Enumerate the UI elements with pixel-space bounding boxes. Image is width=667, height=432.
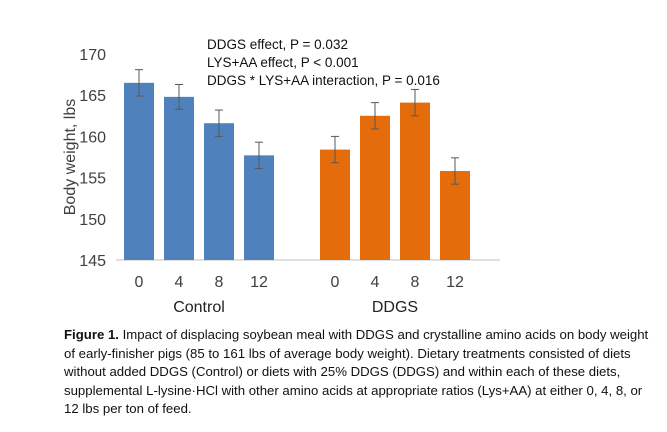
y-tick-label: 160 <box>79 129 106 146</box>
group-label: DDGS <box>372 299 418 316</box>
bar <box>204 123 234 260</box>
x-tick-label: 8 <box>215 274 224 291</box>
caption-text: Impact of displacing soybean meal with D… <box>64 327 649 416</box>
x-tick-label: 8 <box>411 274 420 291</box>
bar <box>124 82 154 260</box>
bar-chart: 145 150 155 160 165 170 Body weight, lbs 0 4 8 12 C… <box>62 37 500 316</box>
y-axis-title: Body weight, lbs <box>62 99 79 216</box>
figure-caption: Figure 1. Impact of displacing soybean m… <box>64 326 649 419</box>
y-tick-label: 170 <box>79 47 106 64</box>
x-tick-label: 0 <box>331 274 340 291</box>
bar <box>244 155 274 260</box>
x-tick-label: 0 <box>135 274 144 291</box>
x-tick-label: 4 <box>175 274 184 291</box>
group-label: Control <box>173 299 225 316</box>
y-tick-label: 145 <box>79 253 106 270</box>
stat-annotation: DDGS effect, P = 0.032 <box>207 37 348 52</box>
y-tick-label: 150 <box>79 212 106 229</box>
stat-annotation: DDGS * LYS+AA interaction, P = 0.016 <box>207 73 440 88</box>
caption-label: Figure 1. <box>64 327 119 342</box>
x-tick-label: 12 <box>446 274 464 291</box>
y-tick-label: 155 <box>79 171 106 188</box>
x-tick-label: 12 <box>250 274 268 291</box>
y-tick-label: 165 <box>79 88 106 105</box>
bar <box>320 149 350 260</box>
bar <box>440 171 470 260</box>
bar <box>164 96 194 261</box>
bar <box>360 115 390 260</box>
x-tick-label: 4 <box>371 274 380 291</box>
stat-annotation: LYS+AA effect, P < 0.001 <box>207 55 359 70</box>
bar <box>400 102 430 260</box>
